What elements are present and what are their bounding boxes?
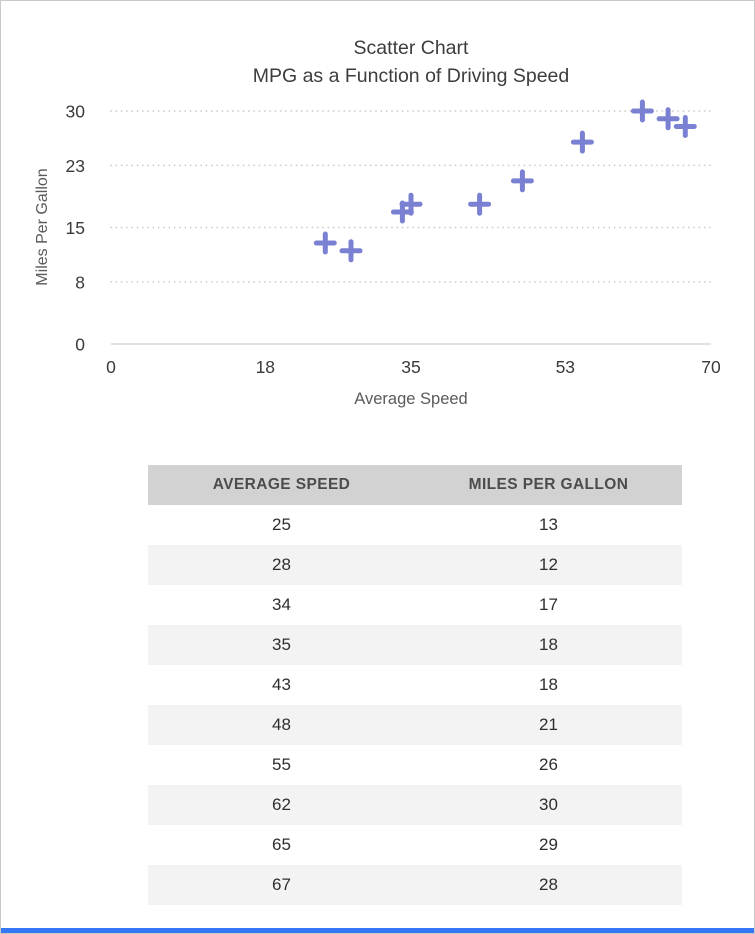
chart-title-line1: Scatter Chart <box>353 37 469 59</box>
svg-text:23: 23 <box>66 156 85 176</box>
table-row: 25 13 <box>148 505 682 545</box>
table-cell: 67 <box>272 875 291 894</box>
table-cell: 25 <box>272 515 291 534</box>
table-cell: 62 <box>272 795 291 814</box>
table-row: 48 21 <box>148 705 682 745</box>
table-row: 65 29 <box>148 825 682 865</box>
table-header-cell-speed: AVERAGE SPEED <box>148 465 415 505</box>
svg-text:0: 0 <box>75 335 85 355</box>
table-row: 43 18 <box>148 665 682 705</box>
table-cell: 34 <box>272 595 291 614</box>
svg-text:0: 0 <box>106 357 116 377</box>
table-row: 34 17 <box>148 585 682 625</box>
table-cell: 30 <box>539 795 558 814</box>
table-cell: 48 <box>272 715 291 734</box>
table-cell: 21 <box>539 715 558 734</box>
y-axis-label: Miles Per Gallon <box>34 168 51 286</box>
svg-text:30: 30 <box>66 102 86 122</box>
table-cell: 55 <box>272 755 291 774</box>
scatter-plot: 0 8 15 23 30 0 18 35 53 70 <box>66 99 721 377</box>
table-row: 67 28 <box>148 865 682 905</box>
table-cell: 65 <box>272 835 291 854</box>
table-cell: 26 <box>539 755 558 774</box>
table-cell: 43 <box>272 675 291 694</box>
table-row: 35 18 <box>148 625 682 665</box>
svg-text:35: 35 <box>401 357 420 377</box>
table-row: 62 30 <box>148 785 682 825</box>
svg-text:8: 8 <box>75 272 85 292</box>
table-cell: 28 <box>539 875 558 894</box>
bottom-accent-bar <box>1 928 754 933</box>
x-axis-label: Average Speed <box>354 390 468 408</box>
table-cell: 18 <box>539 635 558 654</box>
svg-text:18: 18 <box>256 357 275 377</box>
table-cell: 35 <box>272 635 291 654</box>
table-body: 25 13 28 12 34 17 35 18 43 18 48 21 55 26 62 30 65 29 67 28 <box>148 505 682 905</box>
table-cell: 18 <box>539 675 558 694</box>
chart-title-line2: MPG as a Function of Driving Speed <box>252 65 570 87</box>
table-cell: 13 <box>539 515 558 534</box>
table-cell: 28 <box>272 555 291 574</box>
table-header-cell-mpg: MILES PER GALLON <box>415 465 682 505</box>
svg-text:53: 53 <box>556 357 575 377</box>
table-row: 28 12 <box>148 545 682 585</box>
svg-text:15: 15 <box>66 218 85 238</box>
chart-title: Scatter Chart MPG as a Function of Drivi… <box>111 34 711 90</box>
table-header-row: AVERAGE SPEED MILES PER GALLON <box>148 465 682 505</box>
table-row: 55 26 <box>148 745 682 785</box>
svg-text:70: 70 <box>701 357 721 377</box>
table-cell: 29 <box>539 835 558 854</box>
data-table: AVERAGE SPEED MILES PER GALLON 25 13 28 12 3… <box>148 465 682 905</box>
table-header: AVERAGE SPEED MILES PER GALLON <box>148 465 682 505</box>
table-cell: 17 <box>539 595 558 614</box>
table-cell: 12 <box>539 555 558 574</box>
